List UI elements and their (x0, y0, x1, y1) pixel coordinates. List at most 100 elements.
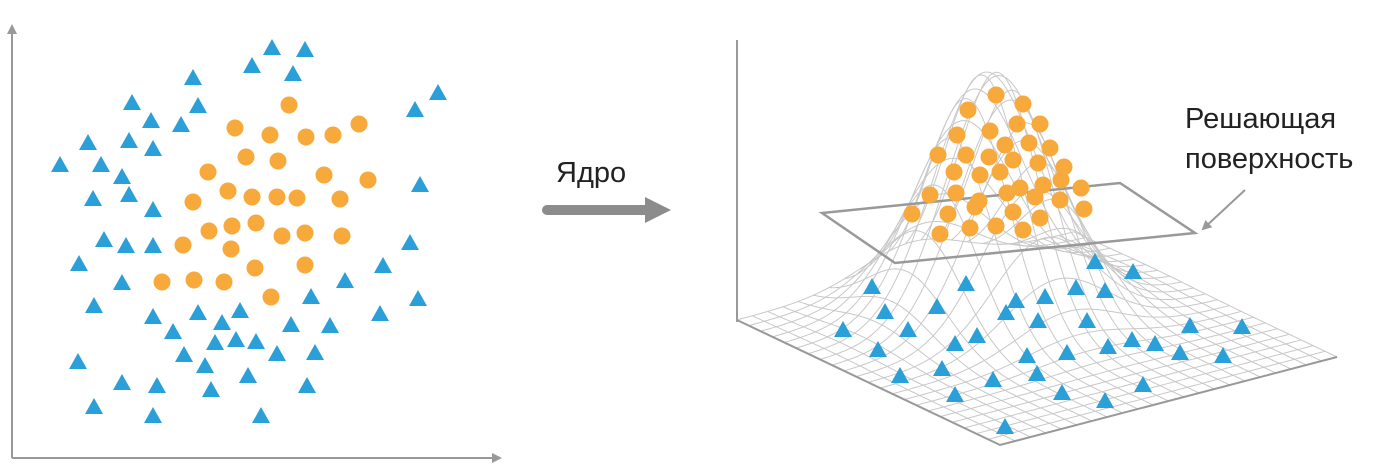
triangle-marker (891, 367, 909, 383)
triangle-marker (113, 374, 131, 390)
circle-marker (1075, 200, 1093, 218)
triangle-marker (1058, 344, 1076, 360)
triangle-marker (1096, 392, 1114, 408)
triangle-marker (113, 274, 131, 290)
circle-marker (1034, 176, 1052, 194)
circle-marker (1014, 221, 1032, 239)
circle-marker (350, 115, 368, 133)
triangle-marker (1007, 292, 1025, 308)
circle-marker (247, 214, 265, 232)
triangle-marker (409, 290, 427, 306)
circle-marker (324, 126, 342, 144)
circle-marker (219, 182, 237, 200)
triangle-marker (933, 360, 951, 376)
triangle-marker (144, 308, 162, 324)
triangle-marker (298, 377, 316, 393)
triangle-marker (1018, 347, 1036, 363)
circle-marker (1031, 209, 1049, 227)
circle-marker (199, 163, 217, 181)
triangle-marker (85, 398, 103, 414)
triangle-marker (869, 341, 887, 357)
triangle-marker (282, 316, 300, 332)
circle-marker (297, 128, 315, 146)
triangle-marker (834, 321, 852, 337)
triangle-marker (1096, 282, 1114, 298)
circle-marker (939, 205, 957, 223)
triangle-marker (172, 116, 190, 132)
circle-marker (215, 273, 233, 291)
circle-marker (237, 148, 255, 166)
triangle-marker (239, 367, 257, 383)
circle-marker (174, 236, 192, 254)
triangle-marker (92, 156, 110, 172)
kernel-label: Ядро (556, 157, 627, 189)
circle-marker (966, 198, 984, 216)
triangle-marker (1036, 288, 1054, 304)
triangle-marker (227, 331, 245, 347)
circle-marker (1051, 191, 1069, 209)
triangle-marker (144, 237, 162, 253)
circle-marker (1041, 139, 1059, 157)
circle-marker (1072, 179, 1090, 197)
circle-marker (980, 148, 998, 166)
circle-marker (269, 152, 287, 170)
triangle-marker (120, 132, 138, 148)
circle-marker (1008, 115, 1026, 133)
input-space-points (51, 39, 447, 423)
triangle-marker (1086, 253, 1104, 269)
circle-marker (333, 227, 351, 245)
triangle-marker (928, 298, 946, 314)
triangle-marker (144, 407, 162, 423)
circle-marker (296, 224, 314, 242)
triangle-marker (263, 39, 281, 55)
triangle-marker (148, 377, 166, 393)
triangle-marker (247, 333, 265, 349)
triangle-marker (302, 288, 320, 304)
circle-marker (996, 136, 1014, 154)
circle-marker (296, 256, 314, 274)
triangle-marker (371, 305, 389, 321)
triangle-marker (321, 317, 339, 333)
circle-marker (1014, 95, 1032, 113)
circle-marker (961, 219, 979, 237)
triangle-marker (1029, 312, 1047, 328)
triangle-marker (336, 272, 354, 288)
triangle-marker (85, 297, 103, 313)
feature-space-circles (903, 86, 1093, 243)
circle-marker (971, 166, 989, 184)
circle-marker (998, 184, 1016, 202)
circle-marker (200, 222, 218, 240)
triangle-marker (142, 112, 160, 128)
circle-marker (246, 259, 264, 277)
circle-marker (1026, 188, 1044, 206)
circle-marker (1011, 179, 1029, 197)
triangle-marker (79, 134, 97, 150)
circle-marker (931, 225, 949, 243)
triangle-marker (968, 327, 986, 343)
circle-marker (288, 189, 306, 207)
triangle-marker (189, 97, 207, 113)
circle-marker (226, 119, 244, 137)
circle-marker (945, 163, 963, 181)
triangle-marker (996, 418, 1014, 434)
surface-label-line2: поверхность (1185, 143, 1354, 175)
triangle-marker (1233, 318, 1251, 334)
triangle-marker (1028, 365, 1046, 381)
circle-marker (268, 188, 286, 206)
circle-marker (957, 146, 975, 164)
triangle-marker (1123, 331, 1141, 347)
triangle-marker (997, 304, 1015, 320)
circle-marker (903, 205, 921, 223)
triangle-marker (899, 321, 917, 337)
circle-marker (222, 240, 240, 258)
triangle-marker (1067, 279, 1085, 295)
triangle-marker (946, 335, 964, 351)
triangle-marker (84, 190, 102, 206)
triangle-marker (284, 65, 302, 81)
feature-space-triangles (834, 253, 1251, 434)
circle-marker (359, 171, 377, 189)
circle-marker (280, 96, 298, 114)
feature-space (736, 40, 1338, 447)
triangle-marker (1078, 312, 1096, 328)
triangle-marker (113, 168, 131, 184)
